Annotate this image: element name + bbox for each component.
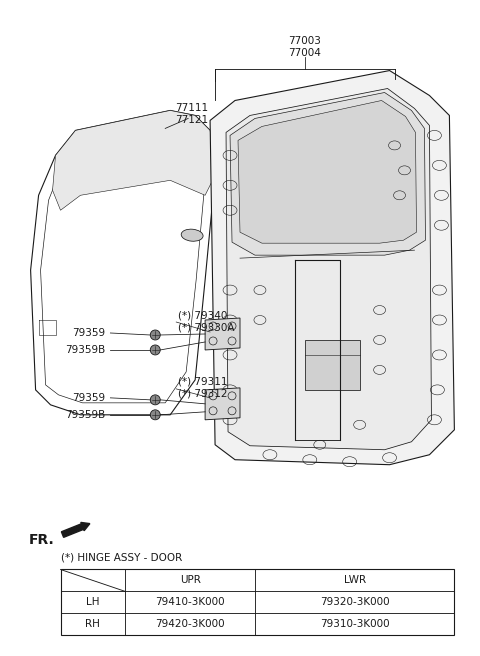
Polygon shape — [205, 388, 240, 420]
Polygon shape — [226, 89, 432, 450]
Text: LWR: LWR — [344, 575, 366, 585]
Polygon shape — [52, 110, 215, 211]
Text: 79320-3K000: 79320-3K000 — [320, 598, 389, 607]
Text: LH: LH — [86, 598, 100, 607]
Polygon shape — [230, 92, 425, 255]
Polygon shape — [238, 100, 417, 243]
Text: (*) 79340: (*) 79340 — [178, 310, 228, 320]
Text: UPR: UPR — [180, 575, 201, 585]
Text: FR.: FR. — [29, 533, 54, 546]
Text: 79359B: 79359B — [65, 345, 106, 355]
Text: (*) 79330A: (*) 79330A — [178, 322, 235, 332]
Circle shape — [150, 345, 160, 355]
Text: 77111: 77111 — [175, 104, 208, 113]
Text: (*) 79312: (*) 79312 — [178, 389, 228, 399]
Circle shape — [150, 330, 160, 340]
Bar — [305, 340, 360, 390]
Text: RH: RH — [85, 619, 100, 629]
Text: 79359: 79359 — [72, 393, 106, 403]
Text: 77004: 77004 — [288, 48, 321, 58]
Circle shape — [150, 395, 160, 405]
Ellipse shape — [181, 229, 203, 241]
Polygon shape — [210, 71, 455, 464]
Text: 77003: 77003 — [288, 35, 321, 46]
Circle shape — [150, 410, 160, 420]
Text: 79410-3K000: 79410-3K000 — [156, 598, 225, 607]
Text: 79359B: 79359B — [65, 410, 106, 420]
Polygon shape — [205, 318, 240, 350]
Text: 77121: 77121 — [175, 115, 208, 125]
Text: 79359: 79359 — [72, 328, 106, 338]
Text: 79310-3K000: 79310-3K000 — [320, 619, 389, 629]
FancyArrow shape — [61, 522, 90, 537]
Text: (*) 79311: (*) 79311 — [178, 377, 228, 387]
Text: (*) HINGE ASSY - DOOR: (*) HINGE ASSY - DOOR — [60, 552, 182, 562]
Text: 79420-3K000: 79420-3K000 — [156, 619, 225, 629]
Bar — [60, 569, 455, 636]
